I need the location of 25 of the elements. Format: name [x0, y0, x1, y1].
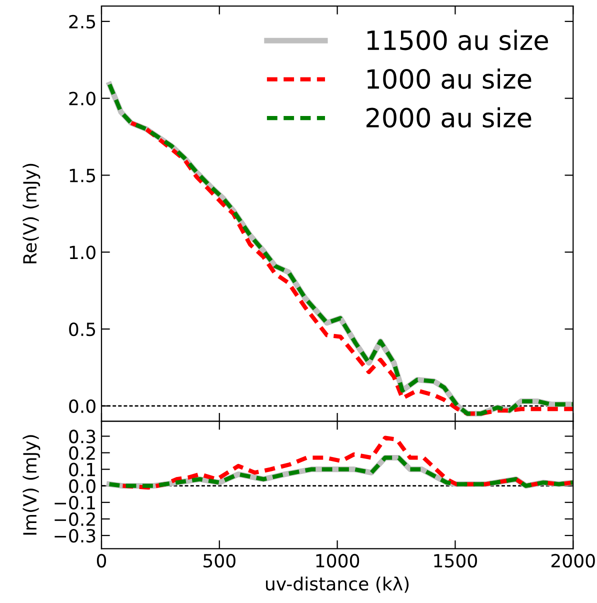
y-tick-label: 0.0: [69, 399, 96, 414]
y-axis-title: Im(V) (mJy): [22, 435, 40, 535]
y-tick-label: 2.0: [69, 92, 96, 106]
y-tick-label: −0.1: [54, 496, 95, 510]
y-axis-title: Re(V) (mJy): [22, 164, 40, 264]
line-series: [120, 436, 574, 490]
y-tick-label: −0.3: [54, 528, 96, 543]
y-tick-label: 0.3: [69, 430, 96, 444]
x-tick-label: 0: [96, 554, 106, 568]
legend-label: 11500 au size: [367, 30, 548, 50]
x-tick-label: 2000: [551, 554, 595, 568]
y-tick-label: 1.0: [70, 246, 96, 260]
y-tick-label: 0.0: [69, 479, 96, 493]
x-axis-title: uv-distance (kλ): [266, 576, 409, 593]
x-tick-label: 1000: [316, 554, 360, 568]
y-tick-label: 0.5: [69, 322, 96, 336]
y-tick-label: 2.5: [69, 14, 96, 29]
y-tick-label: −0.2: [54, 512, 95, 526]
legend-label: 2000 au size: [366, 107, 532, 128]
legend-label: 1000 au size: [367, 68, 532, 89]
y-tick-label: 0.2: [69, 446, 95, 460]
y-tick-label: 1.5: [70, 168, 96, 182]
x-tick-label: 1500: [434, 554, 477, 568]
y-tick-label: 0.1: [69, 462, 95, 476]
x-tick-label: 500: [204, 554, 236, 568]
